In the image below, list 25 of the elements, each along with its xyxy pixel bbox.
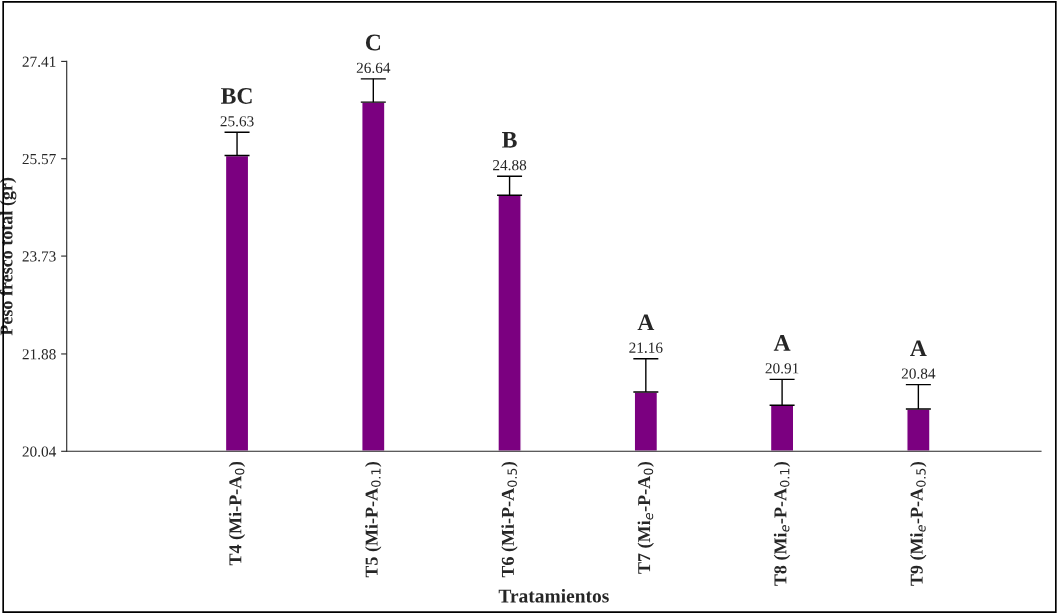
annotation: A — [637, 314, 655, 331]
y-tick-label: 20.04 — [22, 446, 57, 457]
x-tick-label: T9 (Mi$_{e}$-P-A$_{0.5}$) — [910, 461, 927, 586]
y-tick-label: 21.88 — [22, 349, 56, 360]
x-axis-title: Tratamientos — [498, 588, 609, 603]
annotation: A — [773, 335, 791, 351]
y-axis-title: Peso fresco total (gr) — [0, 177, 17, 336]
data-label: 21.16 — [629, 342, 663, 353]
data-label: 20.91 — [765, 363, 799, 374]
annotation: BC — [221, 88, 252, 104]
x-tick-label: T4 (Mi-P-A$_{0}$) — [228, 461, 246, 566]
y-tick-label: 25.57 — [22, 153, 56, 165]
data-label: 24.88 — [493, 160, 527, 171]
text: C — [365, 34, 381, 51]
annotation: B — [502, 132, 517, 148]
x-tick-label: T5 (Mi-P-A$_{0.1}$) — [365, 461, 382, 578]
y-tick-label: 27.41 — [22, 56, 56, 67]
x-tick-label: T8 (Mi$_{e}$-P-A$_{0.1}$) — [773, 461, 791, 586]
x-tick-label: T6 (Mi-P-A$_{0.5}$) — [501, 461, 518, 578]
annotation: A — [910, 340, 927, 356]
data-label: 25.63 — [220, 116, 254, 127]
x-tick-label: T7 (Mi$_{e}$-P-A$_{0}$) — [637, 461, 654, 574]
data-label: 26.64 — [356, 62, 391, 74]
data-label: 20.84 — [901, 368, 936, 379]
y-tick-label: 23.73 — [22, 251, 56, 262]
